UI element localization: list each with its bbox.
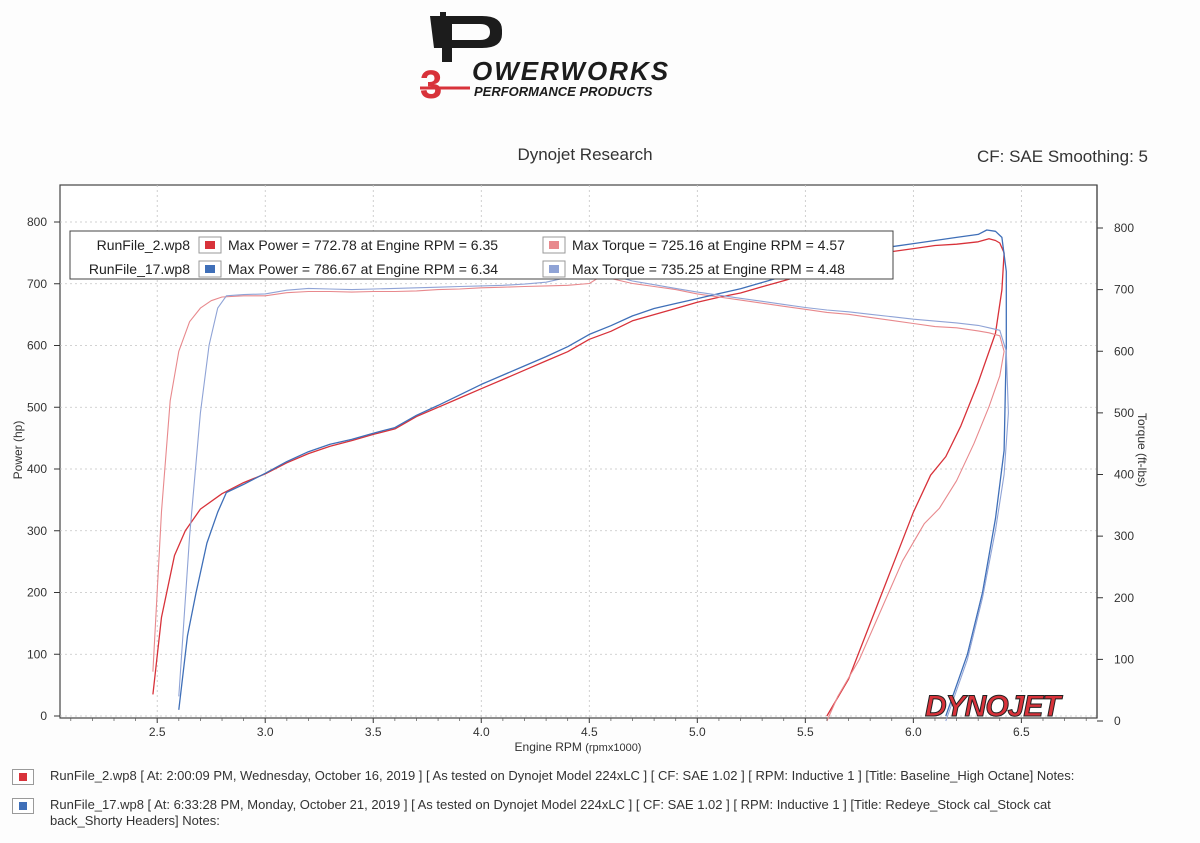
powerworks-p3-mark bbox=[430, 12, 502, 62]
y-right-tick-label: 500 bbox=[1114, 406, 1134, 420]
cf-smoothing-label: CF: SAE Smoothing: 5 bbox=[976, 147, 1148, 166]
footnote-text-1: RunFile_2.wp8 [ At: 2:00:09 PM, Wednesda… bbox=[50, 768, 1075, 783]
y-right-tick-label: 800 bbox=[1114, 221, 1134, 235]
footnote-text-2: RunFile_17.wp8 [ At: 6:33:28 PM, Monday,… bbox=[50, 797, 1051, 828]
legend-file-name: RunFile_2.wp8 bbox=[97, 237, 191, 253]
dyno-chart: 2.5 3.0 3.5 4.0 4.5 5.0 5.5 6.0 6.5 0 100 200 300 400… bbox=[11, 184, 1149, 754]
x-tick-label: 4.5 bbox=[581, 725, 598, 739]
chart-legend: RunFile_2.wp8 Max Power = 772.78 at Engin… bbox=[69, 230, 894, 280]
legend-power-swatch bbox=[205, 265, 215, 273]
x-axis-label-unit: (rpmx1000) bbox=[585, 742, 641, 754]
run-footnote-1: RunFile_2.wp8 [ At: 2:00:09 PM, Wednesda… bbox=[12, 768, 1162, 788]
legend-max-torque: Max Torque = 725.16 at Engine RPM = 4.57 bbox=[572, 237, 845, 253]
x-tick-label: 6.5 bbox=[1013, 725, 1030, 739]
series-runfile-2-wp8-torque-line bbox=[152, 273, 1005, 722]
legend-max-power: Max Power = 772.78 at Engine RPM = 6.35 bbox=[228, 237, 498, 253]
y-left-tick-label: 600 bbox=[27, 339, 47, 353]
y-right-tick-label: 700 bbox=[1114, 283, 1134, 297]
logo-mark-number: 3 bbox=[420, 63, 442, 104]
series-runfile-17-wp8-torque-line bbox=[178, 267, 1009, 722]
x-tick-label: 5.0 bbox=[689, 725, 706, 739]
logo-brand-tagline: PERFORMANCE PRODUCTS bbox=[474, 84, 653, 99]
y-right-tick-label: 300 bbox=[1114, 529, 1134, 543]
y-left-tick-label: 500 bbox=[27, 400, 47, 414]
legend-file-name: RunFile_17.wp8 bbox=[89, 261, 190, 277]
y-right-tick-label: 100 bbox=[1114, 652, 1134, 666]
y-axis-right-label: Torque (ft-lbs) bbox=[1135, 413, 1149, 487]
x-tick-label: 3.5 bbox=[365, 725, 382, 739]
series-runfile-2-wp8-power-line bbox=[152, 238, 1005, 717]
legend-max-torque: Max Torque = 735.25 at Engine RPM = 4.48 bbox=[572, 261, 845, 277]
y-left-tick-label: 700 bbox=[27, 277, 47, 291]
y-left-tick-label: 0 bbox=[40, 709, 47, 723]
footnote-swatch-2 bbox=[12, 798, 34, 814]
run-footnote-2: RunFile_17.wp8 [ At: 6:33:28 PM, Monday,… bbox=[12, 797, 1162, 833]
x-tick-label: 6.0 bbox=[905, 725, 922, 739]
series-layer bbox=[152, 229, 1009, 722]
legend-power-swatch bbox=[205, 241, 215, 249]
footnote-swatch-1 bbox=[12, 769, 34, 785]
logo-brand-word: OWERWORKS bbox=[472, 56, 670, 86]
x-tick-label: 4.0 bbox=[473, 725, 490, 739]
legend-max-power: Max Power = 786.67 at Engine RPM = 6.34 bbox=[228, 261, 498, 277]
legend-torque-swatch bbox=[549, 241, 559, 249]
y-right-tick-label: 600 bbox=[1114, 344, 1134, 358]
y-right-tick-label: 0 bbox=[1114, 714, 1121, 728]
ticks-layer: 2.5 3.0 3.5 4.0 4.5 5.0 5.5 6.0 6.5 0 100 200 300 400… bbox=[27, 185, 1134, 739]
x-tick-label: 5.5 bbox=[797, 725, 814, 739]
series-runfile-17-wp8-power-line bbox=[178, 229, 1007, 717]
legend-rows: RunFile_2.wp8 Max Power = 772.78 at Engin… bbox=[89, 236, 845, 278]
y-left-tick-label: 100 bbox=[27, 647, 47, 661]
powerworks-logo: 3 OWERWORKS PERFORMANCE PRODUCTS bbox=[420, 12, 670, 104]
y-left-tick-label: 300 bbox=[27, 524, 47, 538]
footnote-swatch-2-fill bbox=[19, 802, 27, 810]
y-right-tick-label: 400 bbox=[1114, 468, 1134, 482]
plot-grid bbox=[60, 185, 1097, 718]
y-left-tick-label: 800 bbox=[27, 215, 47, 229]
y-left-tick-label: 400 bbox=[27, 462, 47, 476]
x-tick-label: 2.5 bbox=[149, 725, 166, 739]
x-axis-label: Engine RPM (rpmx1000) bbox=[515, 740, 642, 754]
y-axis-left-label: Power (hp) bbox=[11, 421, 25, 480]
dynojet-watermark: DYNOJET bbox=[925, 690, 1063, 723]
x-axis-label-name: Engine RPM bbox=[515, 740, 582, 754]
y-right-tick-label: 200 bbox=[1114, 591, 1134, 605]
legend-torque-swatch bbox=[549, 265, 559, 273]
y-left-tick-label: 200 bbox=[27, 586, 47, 600]
chart-title: Dynojet Research bbox=[517, 145, 653, 164]
footnote-swatch-1-fill bbox=[19, 773, 27, 781]
x-tick-label: 3.0 bbox=[257, 725, 274, 739]
